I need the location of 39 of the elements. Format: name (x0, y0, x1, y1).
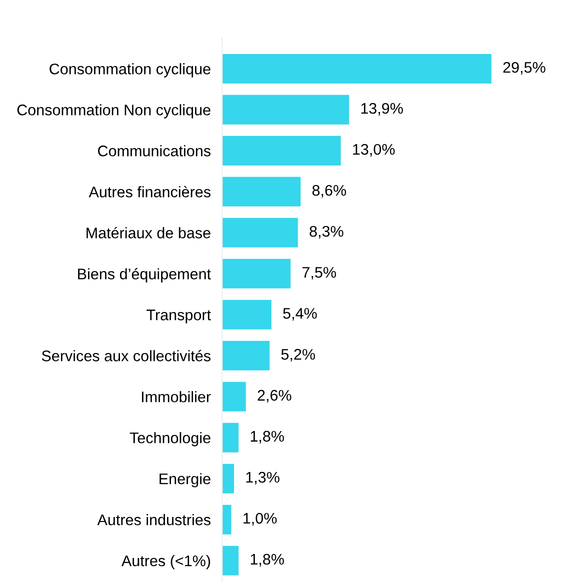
y-tick-label: Services aux collectivités (42, 350, 210, 362)
bar (222, 504, 232, 534)
bar (222, 258, 291, 288)
data-label: 8,6% (312, 184, 346, 198)
y-tick-label: Biens d’équipement (78, 268, 211, 282)
data-label: 7,5% (302, 267, 336, 280)
data-label: 1,8% (250, 430, 284, 444)
data-label: 1,3% (246, 472, 280, 485)
data-label: 13,9% (361, 102, 403, 116)
data-label: 13,0% (353, 144, 395, 157)
data-label: 2,6% (258, 390, 292, 403)
y-tick-label: Communications (98, 145, 210, 156)
data-label: 1,0% (244, 512, 277, 526)
bar (222, 176, 301, 206)
bar (222, 218, 298, 248)
data-label: 8,3% (310, 226, 344, 239)
y-tick-label: Consommation cyclique (50, 63, 210, 78)
y-tick-label: Immobilier (142, 391, 211, 402)
y-tick-label: Technologie (130, 432, 210, 446)
y-tick-label: Autres financières (88, 186, 210, 198)
bar (222, 300, 272, 330)
y-tick-label: Consommation Non cyclique (17, 104, 210, 118)
y-tick-label: Autres (<1%) (121, 555, 210, 570)
data-label: 29,5% (503, 62, 546, 75)
bar (222, 94, 350, 124)
bar (222, 546, 239, 576)
bar (222, 54, 492, 84)
y-tick-label: Autres industries (97, 514, 210, 526)
data-label: 5,4% (283, 308, 317, 321)
bar (222, 136, 341, 166)
y-tick-label: Transport (146, 310, 211, 324)
y-tick-label: Energie (160, 473, 210, 488)
bar (222, 422, 239, 452)
bar (222, 340, 270, 370)
data-label: 5,2% (281, 348, 315, 362)
y-tick-label: Matériaux de base (86, 226, 210, 238)
data-label: 1,8% (250, 554, 284, 566)
bar (222, 464, 234, 494)
bar (222, 382, 246, 412)
